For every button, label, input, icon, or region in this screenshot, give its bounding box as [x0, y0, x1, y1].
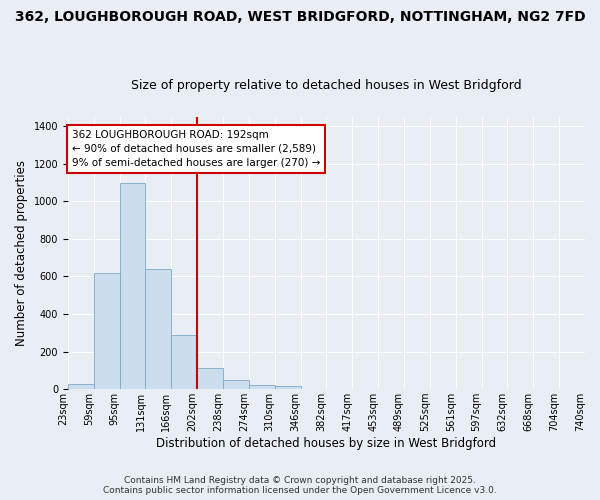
Bar: [119, 182, 145, 389]
Title: Size of property relative to detached houses in West Bridgford: Size of property relative to detached ho…: [131, 79, 522, 92]
X-axis label: Distribution of detached houses by size in West Bridgford: Distribution of detached houses by size …: [157, 437, 497, 450]
Bar: [197, 368, 223, 389]
Bar: [68, 384, 94, 389]
Bar: [223, 380, 249, 389]
Text: 362, LOUGHBOROUGH ROAD, WEST BRIDGFORD, NOTTINGHAM, NG2 7FD: 362, LOUGHBOROUGH ROAD, WEST BRIDGFORD, …: [14, 10, 586, 24]
Bar: [172, 334, 197, 389]
Bar: [145, 269, 172, 389]
Y-axis label: Number of detached properties: Number of detached properties: [15, 160, 28, 346]
Bar: [94, 272, 119, 389]
Text: 362 LOUGHBOROUGH ROAD: 192sqm
← 90% of detached houses are smaller (2,589)
9% of: 362 LOUGHBOROUGH ROAD: 192sqm ← 90% of d…: [72, 130, 320, 168]
Bar: [275, 386, 301, 389]
Text: Contains HM Land Registry data © Crown copyright and database right 2025.
Contai: Contains HM Land Registry data © Crown c…: [103, 476, 497, 495]
Bar: [249, 386, 275, 389]
